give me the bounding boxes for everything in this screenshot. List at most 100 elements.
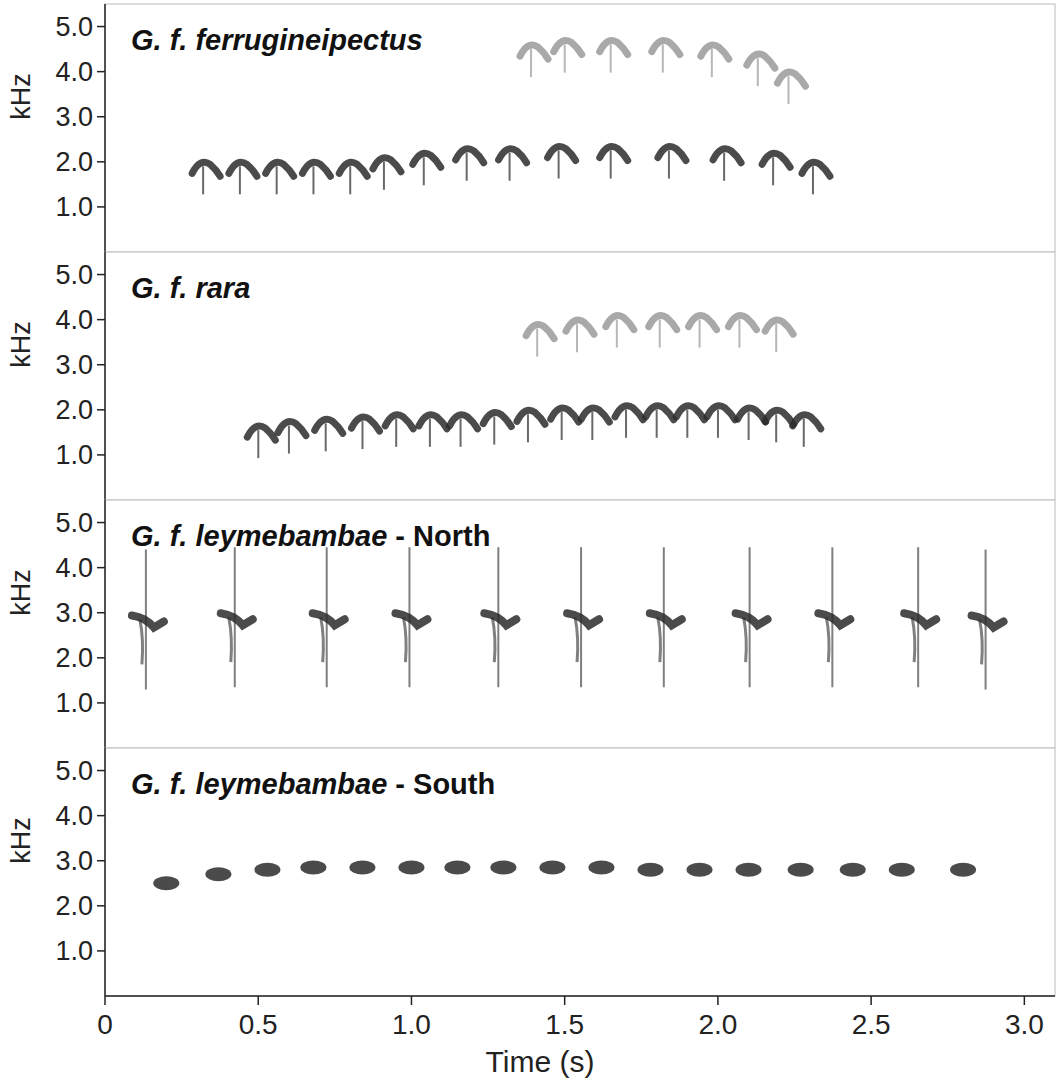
note (313, 547, 345, 687)
x-axis-title: Time (s) (486, 1045, 595, 1078)
note (588, 860, 614, 874)
y-tick-label: 1.0 (55, 192, 93, 222)
y-tick-label: 1.0 (55, 440, 93, 470)
note (539, 860, 565, 874)
y-tick (97, 319, 105, 321)
note (205, 867, 231, 881)
note (713, 149, 741, 181)
y-tick (97, 71, 105, 73)
y-axis-title: kHz (6, 321, 36, 368)
y-tick-label: 5.0 (55, 508, 93, 538)
note (950, 863, 976, 877)
note (450, 415, 478, 447)
y-tick-label: 2.0 (55, 643, 93, 673)
note (658, 146, 686, 178)
y-tick (97, 409, 105, 411)
x-tick-label: 1.0 (392, 1009, 431, 1040)
notes (153, 860, 976, 890)
x-tick (257, 996, 259, 1005)
panel: 1.02.03.04.05.0kHzG. f. leymebambae - No… (6, 500, 1055, 748)
panel: 1.02.03.04.05.0kHzG. f. rara (6, 252, 1055, 500)
y-tick (97, 161, 105, 163)
x-tick-label: 1.5 (545, 1009, 584, 1040)
y-tick-label: 2.0 (55, 395, 93, 425)
y-tick (97, 454, 105, 456)
note (567, 547, 599, 687)
note (302, 162, 330, 194)
plot-frame (105, 500, 1055, 748)
y-tick-label: 4.0 (55, 801, 93, 831)
note (499, 149, 527, 181)
y-axis-line (104, 500, 106, 748)
y-tick-label: 3.0 (55, 102, 93, 132)
note (687, 863, 713, 877)
notes (247, 316, 820, 459)
x-tick-label: 2.5 (852, 1009, 891, 1040)
note (551, 408, 579, 440)
x-axis-line (105, 995, 1055, 997)
note (520, 45, 548, 77)
note (300, 860, 326, 874)
note (676, 406, 704, 438)
note (398, 860, 424, 874)
note (517, 410, 545, 442)
note (765, 410, 793, 442)
note (762, 153, 790, 185)
panel-title: G. f. ferrugineipectus (131, 24, 423, 56)
note (278, 421, 306, 453)
y-tick-label: 3.0 (55, 598, 93, 628)
y-tick-label: 5.0 (55, 12, 93, 42)
note (484, 547, 516, 687)
y-axis-title: kHz (6, 569, 36, 616)
x-tick (564, 996, 566, 1005)
notes (192, 40, 830, 194)
note (373, 158, 401, 190)
note (413, 153, 441, 185)
note (315, 419, 343, 451)
figure: 1.0 2.0 3.0 4.0 5.0 kHz G. f. ferrugineipectus… (0, 0, 1061, 1086)
y-tick-label: 4.0 (55, 57, 93, 87)
panel: 1.02.03.04.05.0kHzG. f. leymebambae - So… (6, 748, 1055, 1078)
note (351, 417, 379, 449)
x-tick (104, 996, 106, 1005)
y-tick (97, 905, 105, 907)
x-tick (717, 996, 719, 1005)
y-tick (97, 657, 105, 659)
x-tick-label: 0.5 (239, 1009, 278, 1040)
y-axis-line (104, 4, 106, 252)
note (646, 406, 674, 438)
note (581, 408, 609, 440)
note (554, 40, 582, 72)
note (247, 426, 275, 458)
x-tick-label: 3.0 (1005, 1009, 1044, 1040)
x-tick-label: 0 (97, 1009, 113, 1040)
note (606, 316, 634, 348)
note (132, 549, 164, 689)
note (728, 316, 756, 348)
y-tick-label: 1.0 (55, 688, 93, 718)
y-tick (97, 567, 105, 569)
y-tick (97, 206, 105, 208)
note (385, 415, 413, 447)
y-tick (97, 522, 105, 524)
y-tick (97, 364, 105, 366)
y-tick-label: 2.0 (55, 891, 93, 921)
y-tick (97, 770, 105, 772)
y-tick (97, 702, 105, 704)
y-tick-label: 5.0 (55, 260, 93, 290)
y-axis-line (104, 252, 106, 500)
note (802, 162, 830, 194)
plot-frame (105, 748, 1055, 996)
note (649, 316, 677, 348)
note (600, 146, 628, 178)
y-tick (97, 950, 105, 952)
x-tick (1024, 996, 1026, 1005)
note (339, 162, 367, 194)
y-tick-label: 5.0 (55, 756, 93, 786)
y-tick (97, 612, 105, 614)
y-tick-label: 4.0 (55, 305, 93, 335)
note (777, 72, 805, 104)
note (153, 876, 179, 890)
y-axis-line (104, 748, 106, 996)
y-tick-label: 4.0 (55, 553, 93, 583)
